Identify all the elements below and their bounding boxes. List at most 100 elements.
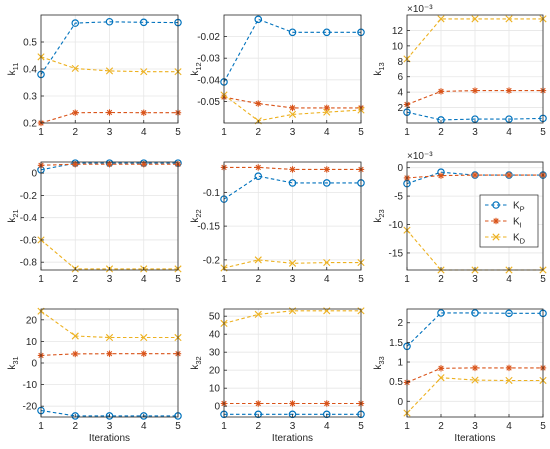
data-point-ki (323, 400, 330, 407)
x-tick-label: 4 (141, 274, 147, 285)
y-tick-label: 2 (397, 103, 403, 114)
y-tick-label: 30 (209, 348, 221, 359)
x-tick-label: 2 (438, 127, 444, 138)
data-point-kp (288, 410, 297, 419)
legend-entry-kd: KD (485, 233, 526, 246)
x-tick-label: 3 (472, 421, 478, 432)
data-point-kp (505, 309, 513, 318)
legend-marker (492, 233, 500, 241)
data-point-kp (139, 18, 148, 27)
x-tick-label: 4 (506, 274, 512, 285)
x-tick-label: 3 (290, 127, 296, 138)
x-tick-label: 2 (438, 421, 444, 432)
legend-entry-ki: KI (485, 217, 522, 230)
data-point-ki (140, 350, 147, 357)
y-axis-label: k23 (373, 209, 386, 222)
data-point-ki (505, 171, 513, 179)
data-point-kd (140, 68, 148, 76)
x-tick-label: 1 (404, 421, 410, 432)
y-tick-label: 6 (397, 72, 403, 83)
data-point-ki (140, 109, 147, 116)
data-point-kd (437, 374, 445, 382)
x-tick-label: 1 (221, 127, 227, 138)
series-line-kp (223, 18, 361, 83)
data-point-kp (71, 19, 80, 27)
x-tick-label: 4 (141, 421, 147, 432)
x-tick-label: 4 (141, 127, 147, 138)
series-line-kp (406, 312, 543, 347)
y-tick-label: 10 (209, 384, 221, 395)
x-tick-label: 4 (324, 421, 330, 432)
data-point-kp (254, 172, 263, 180)
x-tick-label: 1 (404, 127, 410, 138)
data-point-kp (105, 17, 114, 26)
y-tick-label: 0 (31, 359, 37, 370)
legend: KP KI KD (479, 194, 539, 248)
data-point-kd (288, 110, 297, 118)
y-axis-label: k12 (190, 62, 203, 75)
x-tick-label: 1 (221, 274, 227, 285)
series-line-kp (406, 111, 544, 121)
data-point-kd (105, 67, 114, 75)
y-tick-label: -0.15 (197, 222, 220, 233)
data-point-kp (71, 412, 80, 420)
y-tick-label: 40 (209, 330, 221, 341)
data-point-kd (323, 108, 331, 116)
y-tick-label: -0.6 (20, 235, 38, 246)
y-tick-label: -0.8 (20, 258, 38, 269)
y-tick-label: 10 (392, 41, 404, 52)
x-tick-label: 1 (38, 274, 44, 285)
data-point-ki (471, 87, 479, 94)
y-axis-label: k32 (190, 356, 203, 369)
x-tick-label: 3 (472, 127, 478, 138)
data-point-kp (105, 412, 114, 420)
data-point-ki (505, 364, 513, 372)
subplot-k33: 1 2 3 4 5 0 0.5 1 1.5 2 k33 Iterations (373, 308, 547, 444)
y-tick-label: 0.4 (23, 65, 37, 76)
x-tick-label: 1 (38, 127, 44, 138)
y-tick-label: -0.04 (197, 75, 220, 86)
data-point-kp (139, 412, 148, 420)
y-tick-label: -0.4 (20, 213, 38, 224)
series-line-ki (406, 90, 543, 106)
x-tick-label: 2 (255, 127, 261, 138)
data-point-kd (437, 15, 445, 23)
data-point-ki (289, 400, 296, 407)
y-tick-label: -5 (394, 192, 403, 203)
y-tick-label: 20 (26, 315, 38, 326)
x-axis-label: Iterations (272, 433, 313, 444)
x-tick-label: 5 (540, 274, 546, 285)
data-point-ki (471, 171, 479, 179)
data-point-kp (322, 410, 331, 419)
data-point-kd (71, 64, 79, 73)
x-tick-label: 4 (324, 127, 330, 138)
y-axis-label: k11 (7, 63, 20, 76)
y-axis-label: k21 (7, 209, 20, 222)
y-axis-label: k22 (190, 209, 203, 222)
y-tick-label: 4 (397, 88, 403, 99)
x-tick-label: 5 (358, 421, 364, 432)
y-tick-label: 0.5 (23, 38, 37, 49)
data-point-kp (288, 28, 297, 37)
y-tick-label: -0.2 (20, 191, 38, 202)
y-exponent-label: ×10⁻³ (407, 151, 433, 162)
data-point-kd (505, 15, 513, 23)
y-tick-label: 1 (397, 358, 403, 369)
y-tick-label: 0.5 (389, 377, 403, 388)
data-point-kd (288, 259, 297, 267)
y-tick-label: -0.03 (197, 54, 220, 65)
series-line-kd (40, 310, 178, 339)
data-point-kp (288, 179, 297, 187)
series-line-kp (406, 171, 543, 185)
x-tick-label: 3 (472, 274, 478, 285)
data-point-ki (505, 87, 513, 94)
y-tick-label: -20 (23, 402, 38, 413)
data-point-ki (323, 166, 330, 173)
data-point-ki (289, 104, 296, 112)
y-tick-label: 12 (392, 26, 404, 37)
y-tick-label: -0.02 (197, 32, 220, 43)
